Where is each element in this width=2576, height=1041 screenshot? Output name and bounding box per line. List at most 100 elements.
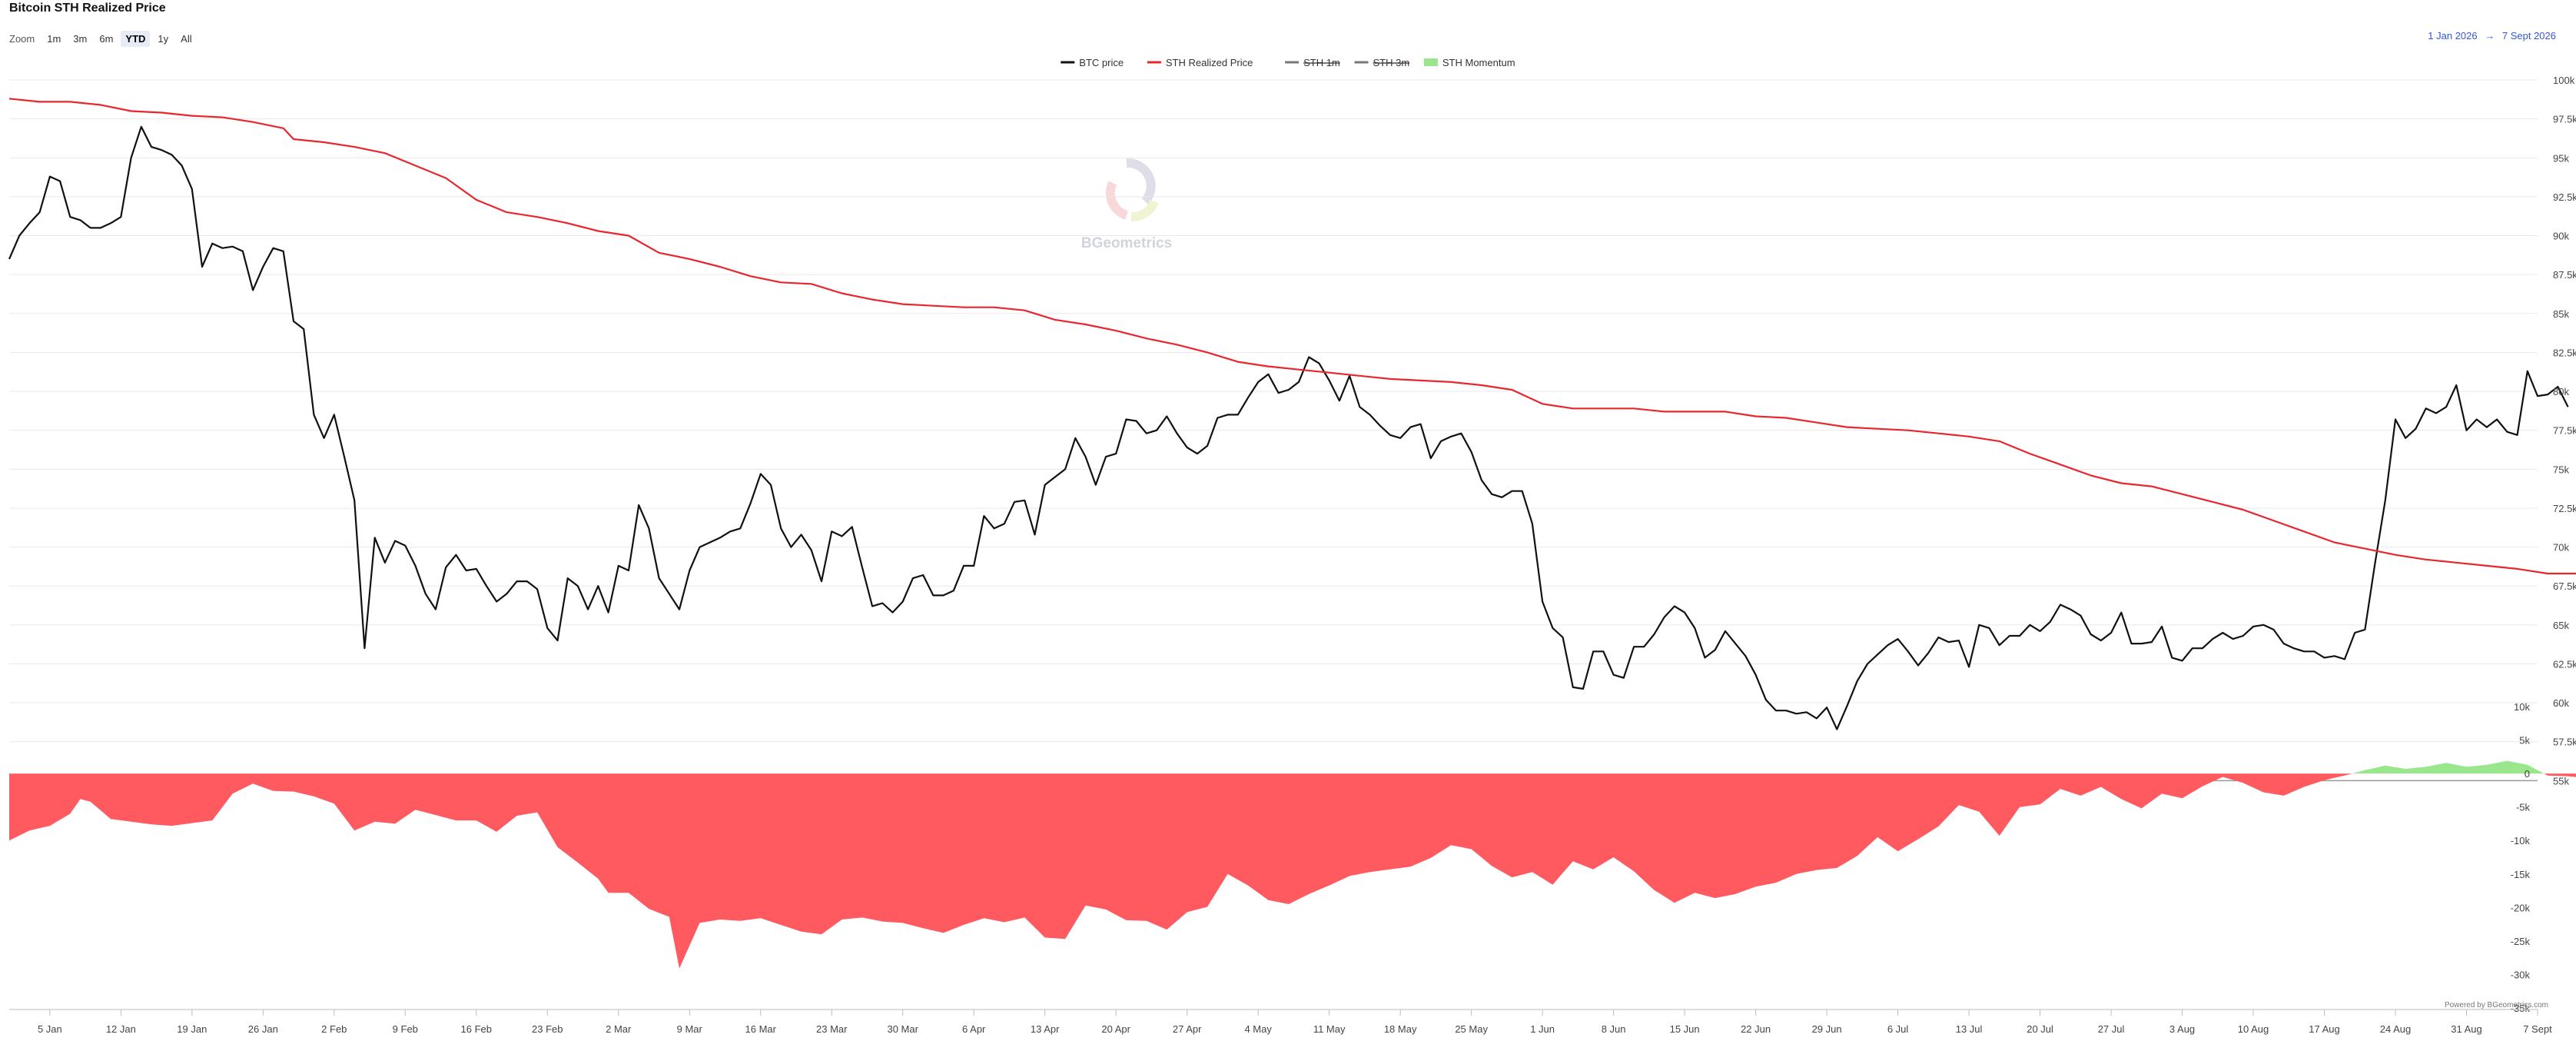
watermark-text: BGeometrics [1081, 235, 1172, 251]
legend-swatch [1423, 58, 1438, 66]
date-tick-label: 23 Mar [816, 1023, 848, 1035]
price-tick-label: 75k [2553, 464, 2569, 475]
date-tick-label: 13 Jul [1956, 1023, 1983, 1035]
date-tick-label: 27 Jul [2098, 1023, 2125, 1035]
date-tick-label: 12 Jan [106, 1023, 136, 1035]
price-tick-label: 80k [2553, 386, 2569, 397]
momentum-tick-label: 0 [2525, 768, 2530, 780]
date-tick-label: 3 Aug [2169, 1023, 2195, 1035]
zoom-label: Zoom [9, 33, 35, 45]
date-axis: 5 Jan 12 Jan 19 Jan 26 Jan 2 Feb 9 Feb 16 Feb 2… [9, 1009, 2552, 1035]
momentum-area [9, 760, 2576, 969]
price-tick-label: 70k [2553, 542, 2569, 554]
btc-price-line [8, 125, 2569, 730]
price-tick-label: 57.5k [2553, 737, 2576, 748]
legend-item-sth-realized-price[interactable]: STH Realized Price [1147, 57, 1253, 68]
price-tick-label: 90k [2553, 231, 2569, 242]
date-tick-label: 29 Jun [1812, 1023, 1842, 1035]
date-tick-label: 30 Mar [887, 1023, 918, 1035]
date-tick-label: 6 Apr [962, 1023, 986, 1035]
date-tick-label: 20 Jul [2027, 1023, 2053, 1035]
momentum-tick-label: -30k [2511, 969, 2531, 980]
date-tick-label: 17 Aug [2309, 1023, 2340, 1035]
date-tick-label: 2 Mar [606, 1023, 632, 1035]
date-tick-label: 22 Jun [1741, 1023, 1771, 1035]
legend-item-sth-1m[interactable]: STH 1m [1285, 57, 1340, 68]
price-tick-label: 72.5k [2553, 503, 2576, 514]
range-arrow-icon: → [2485, 30, 2495, 42]
momentum-tick-label: -20k [2511, 902, 2531, 913]
momentum-tick-label: -25k [2511, 936, 2531, 947]
powered-by-credit[interactable]: Powered by BGeometrics.com [2445, 1001, 2548, 1009]
price-tick-label: 100k [2553, 75, 2575, 86]
gridlines [9, 79, 2538, 782]
date-tick-label: 4 May [1244, 1023, 1272, 1035]
zoom-3m-button[interactable]: 3m [73, 33, 88, 45]
date-tick-label: 27 Apr [1173, 1023, 1202, 1035]
momentum-axis: 10k 5k 0 -5k -10k -15k -20k -25k -30k -35k [2511, 701, 2531, 1014]
momentum-tick-label: -15k [2511, 869, 2531, 880]
price-tick-label: 55k [2553, 775, 2569, 787]
date-tick-label: 7 Sept [2523, 1023, 2552, 1035]
legend-item-sth-momentum[interactable]: STH Momentum [1423, 57, 1515, 68]
momentum-tick-label: -5k [2516, 802, 2531, 813]
momentum-tick-label: 10k [2514, 701, 2530, 713]
date-range: 1 Jan 2026 → 7 Sept 2026 [2423, 30, 2556, 42]
date-tick-label: 13 Apr [1031, 1023, 1060, 1035]
price-tick-label: 62.5k [2553, 658, 2576, 670]
zoom-all-button[interactable]: All [181, 33, 192, 45]
legend-label: STH Realized Price [1166, 57, 1253, 68]
date-tick-label: 23 Feb [532, 1023, 563, 1035]
date-tick-label: 1 Jun [1530, 1023, 1555, 1035]
price-tick-label: 97.5k [2553, 114, 2576, 125]
price-tick-label: 95k [2553, 152, 2569, 164]
legend-item-sth-3m[interactable]: STH 3m [1354, 57, 1410, 68]
zoom-1y-button[interactable]: 1y [158, 33, 169, 45]
date-tick-label: 31 Aug [2451, 1023, 2482, 1035]
price-tick-label: 77.5k [2553, 425, 2576, 437]
date-tick-label: 11 May [1313, 1023, 1346, 1035]
zoom-6m-button[interactable]: 6m [99, 33, 114, 45]
date-tick-label: 19 Jan [177, 1023, 207, 1035]
legend-label: BTC price [1079, 57, 1124, 68]
momentum-tick-label: 5k [2519, 735, 2530, 747]
price-tick-label: 60k [2553, 697, 2569, 709]
legend-label: STH 1m [1303, 57, 1340, 68]
zoom-selector: Zoom 1m 3m 6m YTD 1y All [9, 31, 200, 47]
momentum-tick-label: -35k [2511, 1003, 2531, 1014]
date-tick-label: 16 Feb [461, 1023, 492, 1035]
price-tick-label: 85k [2553, 308, 2569, 320]
date-tick-label: 9 Mar [677, 1023, 703, 1035]
date-tick-label: 10 Aug [2238, 1023, 2269, 1035]
price-axis: 100k 97.5k 95k 92.5k 90k 87.5k 85k 82.5k 80k 77.5… [2553, 75, 2576, 787]
legend-label: STH 3m [1373, 57, 1410, 68]
momentum-tick-label: -10k [2511, 835, 2531, 846]
legend-item-btc-price[interactable]: BTC price [1061, 57, 1124, 68]
date-tick-label: 2 Feb [321, 1023, 347, 1035]
sth-realized-price-line [8, 98, 2576, 575]
range-start-input[interactable]: 1 Jan 2026 [2428, 30, 2478, 42]
momentum-negative-area [9, 773, 2576, 969]
price-tick-label: 82.5k [2553, 347, 2576, 358]
date-tick-label: 26 Jan [248, 1023, 278, 1035]
range-end-input[interactable]: 7 Sept 2026 [2501, 30, 2556, 42]
date-tick-label: 15 Jun [1670, 1023, 1700, 1035]
date-tick-label: 6 Jul [1887, 1023, 1909, 1035]
zoom-1m-button[interactable]: 1m [47, 33, 61, 45]
chart-title: Bitcoin STH Realized Price [9, 2, 166, 15]
date-tick-label: 20 Apr [1101, 1023, 1130, 1035]
zoom-ytd-button[interactable]: YTD [121, 31, 151, 47]
watermark: BGeometrics [1081, 158, 1172, 251]
date-tick-label: 8 Jun [1602, 1023, 1626, 1035]
price-lines [8, 98, 2576, 730]
date-tick-label: 24 Aug [2380, 1023, 2412, 1035]
price-tick-label: 87.5k [2553, 269, 2576, 281]
price-tick-label: 92.5k [2553, 191, 2576, 203]
date-tick-label: 18 May [1384, 1023, 1417, 1035]
price-tick-label: 65k [2553, 620, 2569, 631]
legend-label: STH Momentum [1442, 57, 1515, 68]
date-tick-label: 25 May [1455, 1023, 1488, 1035]
legend: BTC price STH Realized Price STH 1m STH 3m S… [1061, 57, 1515, 68]
date-tick-label: 5 Jan [38, 1023, 62, 1035]
